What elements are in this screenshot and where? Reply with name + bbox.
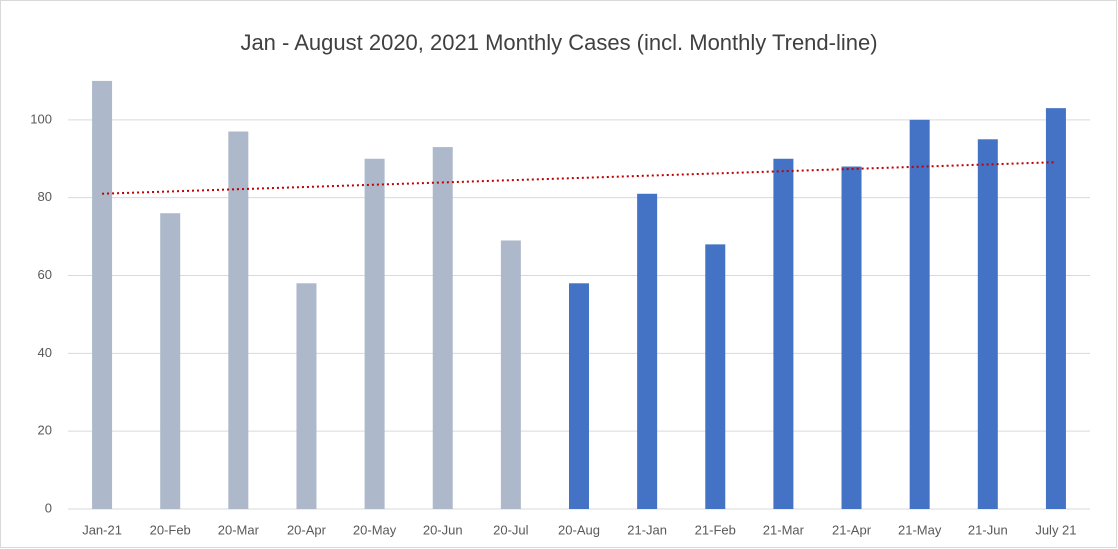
x-tick-label: 21-Jun: [968, 522, 1008, 537]
y-tick-label: 100: [30, 111, 52, 126]
x-tick-label: 20-May: [353, 522, 397, 537]
x-tick-label: 20-Jun: [423, 522, 463, 537]
bar: [500, 240, 521, 509]
x-tick-label: 21-Apr: [832, 522, 872, 537]
bar: [296, 283, 317, 509]
bar: [705, 244, 726, 509]
x-tick-label: 21-Mar: [763, 522, 805, 537]
x-tick-label: Jan-21: [82, 522, 122, 537]
x-tick-label: 20-Aug: [558, 522, 600, 537]
trend-line: [102, 161, 1056, 195]
x-tick-label: July 21: [1035, 522, 1076, 537]
bar: [92, 80, 113, 510]
x-tick-label: 20-Feb: [150, 522, 191, 537]
x-tick-label: 21-Jan: [627, 522, 667, 537]
bar: [773, 158, 794, 509]
x-tick-label: 20-Mar: [218, 522, 260, 537]
y-tick-label: 0: [45, 500, 52, 515]
bar: [637, 193, 658, 509]
bar: [228, 131, 249, 509]
x-tick-label: 21-Feb: [695, 522, 736, 537]
bar: [909, 119, 930, 509]
bar: [977, 139, 998, 509]
chart-title: Jan - August 2020, 2021 Monthly Cases (i…: [240, 30, 877, 55]
bar: [1045, 108, 1066, 510]
y-tick-label: 60: [38, 267, 52, 282]
y-tick-label: 80: [38, 189, 52, 204]
x-tick-label: 21-May: [898, 522, 942, 537]
bar: [432, 147, 453, 509]
x-tick-label: 20-Apr: [287, 522, 327, 537]
bar: [569, 283, 589, 509]
bar: [160, 213, 181, 509]
y-tick-label: 40: [38, 345, 52, 360]
y-tick-label: 20: [38, 423, 52, 438]
bar: [364, 158, 385, 509]
bar: [841, 166, 862, 510]
x-tick-label: 20-Jul: [493, 522, 529, 537]
